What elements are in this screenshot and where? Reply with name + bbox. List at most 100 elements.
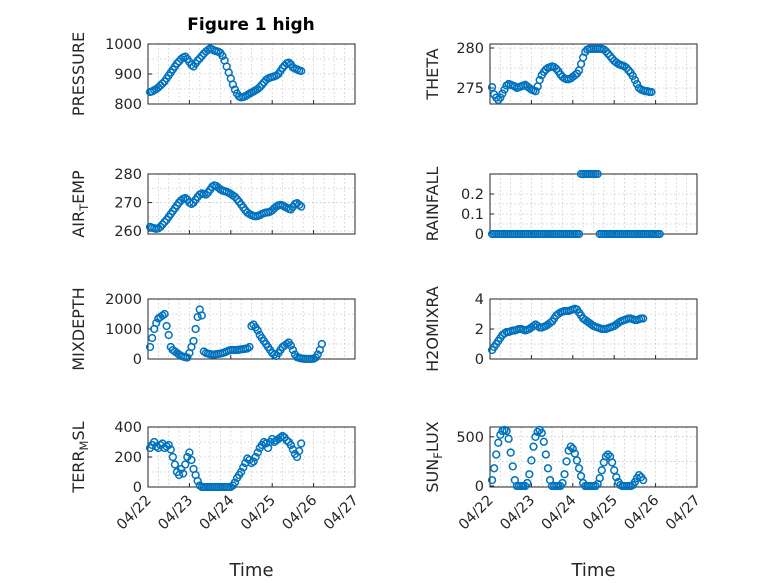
data-point	[230, 478, 240, 487]
y-tick-label: 280	[114, 167, 142, 183]
data-point	[492, 450, 501, 459]
axes-panel-1: 800 900 1000 PRESSURE	[69, 32, 356, 116]
data-point	[525, 83, 534, 93]
data-point	[487, 475, 497, 485]
data-point	[257, 80, 267, 89]
data-point	[628, 71, 637, 81]
data-point	[595, 473, 604, 483]
data-point	[164, 330, 173, 340]
x-axis-label: Time	[570, 560, 615, 581]
data-point	[249, 457, 258, 466]
data-point	[278, 63, 287, 73]
x-tick-label: 04/25	[238, 493, 279, 534]
data-point	[607, 458, 617, 467]
y-tick-label: 1000	[105, 37, 142, 53]
data-point	[168, 452, 177, 462]
data-point	[197, 51, 206, 61]
y-axis-label: AIRTEMP	[69, 170, 91, 238]
data-point	[193, 476, 202, 486]
series-markers	[487, 169, 664, 239]
y-tick-label: 4	[475, 292, 484, 308]
y-tick-label: 0	[133, 352, 142, 368]
series-markers	[145, 431, 306, 492]
data-point	[630, 75, 640, 85]
data-point	[156, 222, 165, 232]
data-point	[562, 457, 571, 466]
data-point	[162, 321, 171, 331]
data-point	[508, 462, 517, 471]
series-markers	[487, 304, 648, 355]
series-markers	[145, 305, 327, 364]
data-point	[541, 450, 551, 459]
data-point	[639, 475, 648, 485]
x-tick-label: 04/25	[580, 493, 621, 534]
y-axis-label: H2OMIXRA	[423, 286, 442, 372]
data-point	[261, 439, 271, 448]
data-point	[228, 80, 238, 89]
data-point	[297, 66, 306, 76]
data-point	[647, 87, 656, 97]
data-point	[218, 51, 227, 61]
data-point	[539, 437, 548, 446]
data-point	[193, 56, 202, 65]
y-tick-label: 0	[475, 352, 484, 368]
data-point	[502, 426, 511, 436]
data-point	[253, 326, 262, 335]
y-tick-label: 0	[475, 479, 484, 495]
series-markers	[145, 44, 306, 102]
y-axis-label: SUNFLUX	[423, 421, 445, 492]
data-point	[655, 229, 664, 239]
data-point	[176, 464, 186, 474]
data-point	[245, 342, 254, 352]
x-axis-label: Time	[228, 560, 273, 581]
x-tick-label: 04/24	[539, 493, 580, 534]
data-point	[164, 440, 173, 450]
axes-panel-8: 0 500 04/22 04/23 04/24 04/25 04/26 04/27 SUNFLU…	[423, 421, 704, 581]
data-point	[504, 434, 513, 443]
data-point	[284, 58, 293, 67]
y-tick-label: 1000	[105, 322, 142, 338]
data-point	[523, 478, 532, 488]
data-point	[158, 79, 167, 88]
data-point	[297, 439, 306, 448]
data-point	[487, 83, 497, 92]
y-tick-label: 0	[133, 480, 142, 496]
data-point	[593, 169, 602, 179]
plot-border	[147, 298, 356, 360]
data-point	[160, 309, 169, 319]
plot-border	[147, 43, 356, 105]
data-point	[622, 63, 631, 73]
data-point	[494, 95, 503, 105]
data-point	[529, 442, 538, 451]
y-tick-label: 2	[475, 322, 484, 338]
data-point	[185, 448, 194, 457]
data-point	[152, 318, 161, 328]
data-point	[494, 438, 503, 447]
plot-border	[147, 426, 356, 488]
data-point	[552, 64, 561, 73]
y-tick-label: 260	[114, 224, 142, 240]
axes-layer: 800 900 1000 PRESSURE 275 280 THETA 260 270 280 AI…	[69, 32, 704, 581]
data-point	[183, 353, 192, 362]
axes-panel-3: 260 270 280 AIRTEMP	[69, 167, 356, 240]
data-point	[603, 49, 613, 58]
data-point	[251, 452, 260, 462]
data-point	[574, 464, 584, 473]
data-point	[230, 192, 240, 202]
data-point	[195, 54, 204, 63]
axes-panel-5: 0 1000 2000 MIXDEPTH	[69, 287, 356, 371]
data-point	[570, 71, 580, 80]
series-markers	[145, 181, 306, 234]
y-axis-label: MIXDEPTH	[69, 287, 88, 370]
data-point	[601, 47, 611, 56]
data-point	[145, 342, 155, 352]
data-point	[603, 450, 613, 459]
data-point	[535, 75, 544, 85]
y-tick-label: 0	[475, 227, 484, 243]
y-tick-label: 2000	[105, 292, 142, 308]
series-markers	[487, 425, 648, 491]
y-tick-label: 275	[456, 81, 484, 97]
data-point	[566, 442, 575, 451]
data-point	[605, 51, 615, 61]
data-point	[317, 339, 327, 349]
